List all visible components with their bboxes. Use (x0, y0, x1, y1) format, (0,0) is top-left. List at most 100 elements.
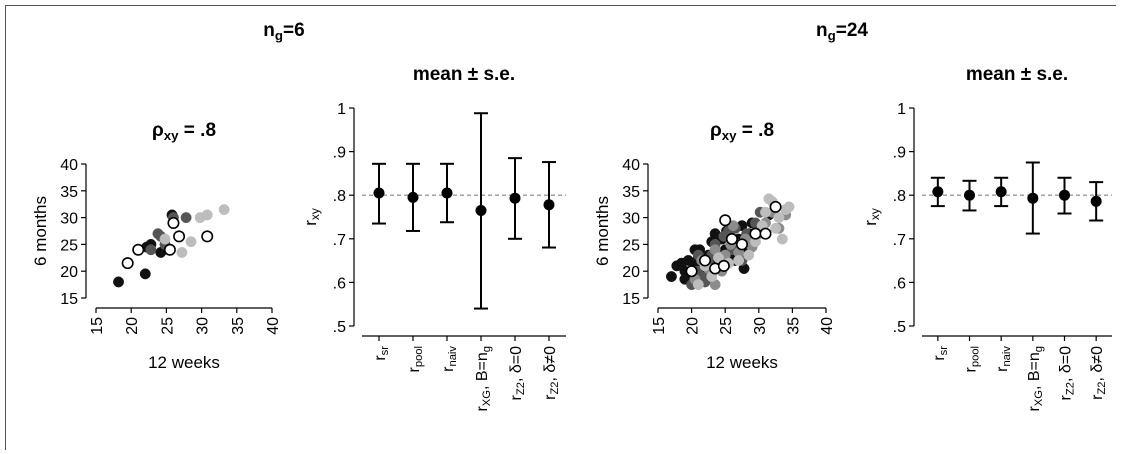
panel3-category-label-5-sub: Z2 (1096, 381, 1108, 394)
panel3-category-label-4-sub: Z2 (1065, 382, 1077, 395)
panel3-mean-point-1 (964, 189, 975, 201)
panel0-point-s2-5 (218, 204, 230, 216)
panel2-point-s4-6 (735, 238, 748, 251)
panel2-point-s3-5 (733, 255, 745, 266)
panel0-y-tick-label-5: 40 (60, 157, 78, 174)
panel3-y-tick-label-4: .9 (893, 145, 906, 162)
panel2-point-s4-1 (699, 254, 712, 267)
panel3-mean-point-5 (1090, 195, 1102, 207)
panel1-y-label: rxy (301, 208, 322, 226)
panel1-title: mean ± s.e. (413, 64, 515, 85)
panel1-category-label-2: rnaiv (440, 346, 459, 372)
panel1-category-label-3-sub2: g (481, 346, 493, 352)
panel1-category-label-0-main: r (372, 355, 389, 361)
panel2-x-tick-label-2: 25 (718, 317, 735, 335)
panel0-y-tick-label-1: 20 (60, 264, 78, 281)
panel0-point-s0-1 (139, 268, 151, 280)
panel2-point-s3-0 (692, 279, 704, 291)
panel2-x-tick-label-1: 20 (685, 317, 702, 335)
panel3-category-label-1-main: r (963, 366, 980, 372)
panel1-category-label-2-main: r (440, 366, 457, 372)
group-title-0-sub: g (275, 28, 283, 43)
group-title-1-sub: g (828, 28, 836, 43)
panel3-mean-point-4 (1059, 189, 1070, 201)
figure-frame (5, 5, 1116, 450)
panel2-point-s3-11 (776, 233, 788, 245)
panel3-y-tick-label-3: .8 (893, 188, 906, 205)
panel3-category-label-2-sub: naiv (1001, 346, 1013, 367)
panel1-category-label-5-main: r (542, 394, 559, 400)
panel1-category-label-0: rsr (372, 346, 391, 361)
panel3-category-label-0: rsr (931, 346, 950, 361)
panel2-x-tick-label-4: 35 (785, 317, 802, 335)
panel1-category-label-3: rXG, B=ng (474, 346, 493, 412)
panel2-x-tick-label-0: 15 (651, 317, 668, 335)
panel0-point-s1-0 (145, 244, 157, 256)
errorbar-panel-ng24: mean ± s.e..5.6.7.8.91rxyrsrrpoolrnaivrX… (861, 64, 1112, 412)
panel2-point-s0-0 (665, 271, 677, 283)
group-title-0: ng=6 (263, 20, 304, 43)
panel2-point-s3-3 (713, 252, 724, 264)
panel3-category-label-2: rnaiv (994, 346, 1013, 372)
panel1-mean-point-0 (373, 187, 385, 199)
panel3-mean-point-0 (932, 186, 944, 198)
panel1-mean-point-5 (543, 199, 555, 211)
panel3-y-label-sub: xy (868, 208, 882, 220)
panel0-x-tick-label-5: 40 (265, 317, 282, 335)
panel2-point-s2-16 (727, 220, 739, 232)
panel2-point-s3-16 (780, 204, 792, 216)
panel3-category-label-3-rest: , B=n (1026, 352, 1043, 390)
panel0-point-s2-1 (176, 246, 188, 258)
panel3-category-label-5-rest: , δ≠0 (1089, 346, 1106, 382)
panel3-category-label-2-main: r (994, 366, 1011, 372)
panel0-point-s2-0 (159, 233, 171, 245)
panel3-category-label-3-sub2: g (1033, 346, 1045, 352)
panel3-category-label-1-sub: pool (970, 346, 982, 367)
panel2-x-label: 12 weeks (706, 353, 778, 372)
panel0-title-main: ρ (152, 120, 164, 141)
panel2-y-label: 6 months (593, 196, 612, 266)
panel0-y-tick-label-3: 30 (60, 211, 78, 228)
panel3-category-label-1: rpool (963, 346, 982, 372)
panel1-y-tick-label-3: .8 (333, 188, 346, 205)
panel2-point-s3-10 (770, 222, 782, 234)
panel2-point-s4-7 (749, 227, 762, 240)
panel0-x-label: 12 weeks (148, 353, 220, 372)
panel0-title: ρxy = .8 (152, 120, 216, 143)
panel3-title: mean ± s.e. (966, 64, 1068, 85)
panel2-y-tick-label-5: 40 (622, 157, 640, 174)
panel1-category-label-4-sub: Z2 (515, 382, 527, 395)
panel1-category-label-1-main: r (406, 366, 423, 372)
panel1-y-tick-label-1: .6 (333, 275, 346, 292)
panel2-title-main: ρ (710, 120, 722, 141)
panel1-category-label-3-main: r (474, 406, 491, 412)
group-title-1: ng=24 (816, 20, 868, 43)
panel0-title-rest: = .8 (179, 120, 217, 141)
panel1-mean-point-1 (407, 191, 419, 203)
panel1-y-label-main: r (301, 220, 320, 226)
panel0-y-label: 6 months (31, 196, 50, 266)
panel1-category-label-3-sub: XG (481, 390, 493, 406)
panel1-mean-point-2 (441, 187, 453, 199)
panel3-category-label-4: rZ2, δ=0 (1058, 346, 1077, 401)
panel3-mean-point-2 (995, 186, 1007, 198)
panel2-y-tick-label-3: 30 (622, 211, 640, 228)
errorbar-panel-ng6: mean ± s.e..5.6.7.8.91rxyrsrrpoolrnaivrX… (301, 64, 566, 412)
panel2-point-s4-9 (769, 200, 782, 213)
panel1-category-label-1-sub: pool (413, 346, 425, 367)
panel0-y-tick-label-2: 25 (60, 237, 78, 254)
panel3-y-tick-label-1: .6 (893, 275, 906, 292)
panel0-x-tick-label-2: 25 (159, 317, 176, 335)
panel1-mean-point-3 (475, 204, 487, 216)
panel3-category-label-4-main: r (1058, 394, 1075, 400)
panel3-y-label-main: r (861, 220, 880, 226)
panel2-title-sub: xy (722, 128, 737, 143)
panel1-y-tick-label-0: .5 (333, 319, 346, 336)
panel0-x-tick-label-1: 20 (124, 317, 141, 335)
panel3-category-label-4-rest: , δ=0 (1058, 346, 1075, 382)
panel3-category-label-0-main: r (931, 355, 948, 361)
panel2-point-s3-6 (743, 249, 755, 261)
panel0-x-tick-label-4: 35 (230, 317, 247, 335)
panel2-point-s4-3 (717, 259, 730, 272)
